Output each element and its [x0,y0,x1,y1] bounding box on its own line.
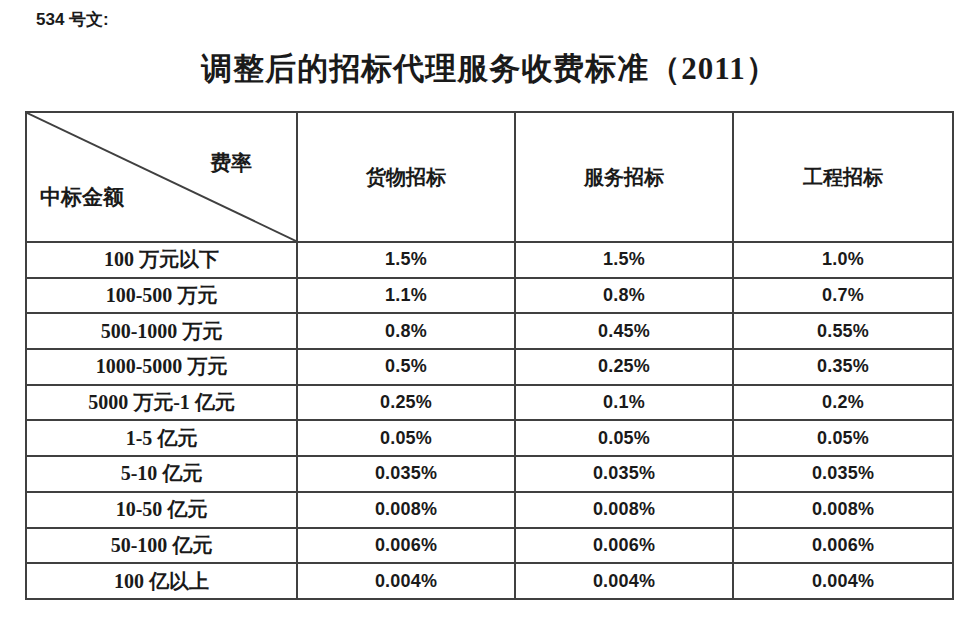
fee-rate-value: 0.7% [733,278,953,314]
document-title: 调整后的招标代理服务收费标准（2011） [0,48,979,90]
fee-rate-value: 0.8% [297,313,515,349]
table-row: 5000 万元-1 亿元0.25%0.1%0.2% [26,385,953,421]
fee-rate-value: 0.035% [515,456,733,492]
column-header-goods: 货物招标 [297,112,515,242]
table-row: 50-100 亿元0.006%0.006%0.006% [26,528,953,564]
fee-rate-value: 1.0% [733,242,953,278]
row-label-bid-amount-range: 500-1000 万元 [26,313,297,349]
document-reference: 534 号文: [36,8,109,31]
row-label-bid-amount-range: 100-500 万元 [26,278,297,314]
row-label-bid-amount-range: 1000-5000 万元 [26,349,297,385]
fee-rate-value: 0.035% [733,456,953,492]
fee-rate-value: 0.008% [297,492,515,528]
fee-rate-value: 0.5% [297,349,515,385]
row-label-bid-amount-range: 100 亿以上 [26,563,297,599]
fee-table-body: 100 万元以下1.5%1.5%1.0%100-500 万元1.1%0.8%0.… [26,242,953,599]
column-header-engineering: 工程招标 [733,112,953,242]
fee-rate-value: 0.006% [733,528,953,564]
fee-rate-value: 0.8% [515,278,733,314]
fee-rate-value: 0.05% [515,420,733,456]
fee-rate-value: 0.004% [515,563,733,599]
fee-rate-value: 1.5% [297,242,515,278]
fee-rate-value: 0.006% [515,528,733,564]
table-row: 5-10 亿元0.035%0.035%0.035% [26,456,953,492]
fee-rate-value: 0.45% [515,313,733,349]
fee-rate-value: 0.1% [515,385,733,421]
fee-rate-value: 0.004% [297,563,515,599]
table-row: 100-500 万元1.1%0.8%0.7% [26,278,953,314]
fee-rate-value: 1.1% [297,278,515,314]
table-row: 100 亿以上0.004%0.004%0.004% [26,563,953,599]
diagonal-divider-line [27,113,296,241]
corner-header-cell: 费率 中标金额 [26,112,297,242]
row-label-bid-amount-range: 1-5 亿元 [26,420,297,456]
document-page: 534 号文: 调整后的招标代理服务收费标准（2011） 费率 中标金额 货物招… [0,0,979,629]
row-label-bid-amount-range: 5-10 亿元 [26,456,297,492]
table-row: 100 万元以下1.5%1.5%1.0% [26,242,953,278]
row-label-bid-amount-range: 50-100 亿元 [26,528,297,564]
table-row: 10-50 亿元0.008%0.008%0.008% [26,492,953,528]
header-row: 费率 中标金额 货物招标 服务招标 工程招标 [26,112,953,242]
column-header-services: 服务招标 [515,112,733,242]
fee-rate-value: 0.035% [297,456,515,492]
fee-rate-value: 0.35% [733,349,953,385]
fee-rate-value: 0.55% [733,313,953,349]
row-label-bid-amount-range: 10-50 亿元 [26,492,297,528]
table-row: 500-1000 万元0.8%0.45%0.55% [26,313,953,349]
fee-rate-value: 1.5% [515,242,733,278]
fee-rate-value: 0.008% [515,492,733,528]
fee-rate-value: 0.25% [515,349,733,385]
fee-rate-table: 费率 中标金额 货物招标 服务招标 工程招标 100 万元以下1.5%1.5%1… [25,111,954,600]
fee-rate-value: 0.008% [733,492,953,528]
corner-label-bid-amount: 中标金额 [40,183,124,211]
fee-rate-value: 0.006% [297,528,515,564]
fee-rate-value: 0.05% [297,420,515,456]
table-row: 1-5 亿元0.05%0.05%0.05% [26,420,953,456]
row-label-bid-amount-range: 5000 万元-1 亿元 [26,385,297,421]
fee-rate-value: 0.004% [733,563,953,599]
corner-label-fee-rate: 费率 [210,149,252,177]
row-label-bid-amount-range: 100 万元以下 [26,242,297,278]
fee-rate-value: 0.25% [297,385,515,421]
fee-rate-value: 0.05% [733,420,953,456]
fee-rate-value: 0.2% [733,385,953,421]
table-row: 1000-5000 万元0.5%0.25%0.35% [26,349,953,385]
